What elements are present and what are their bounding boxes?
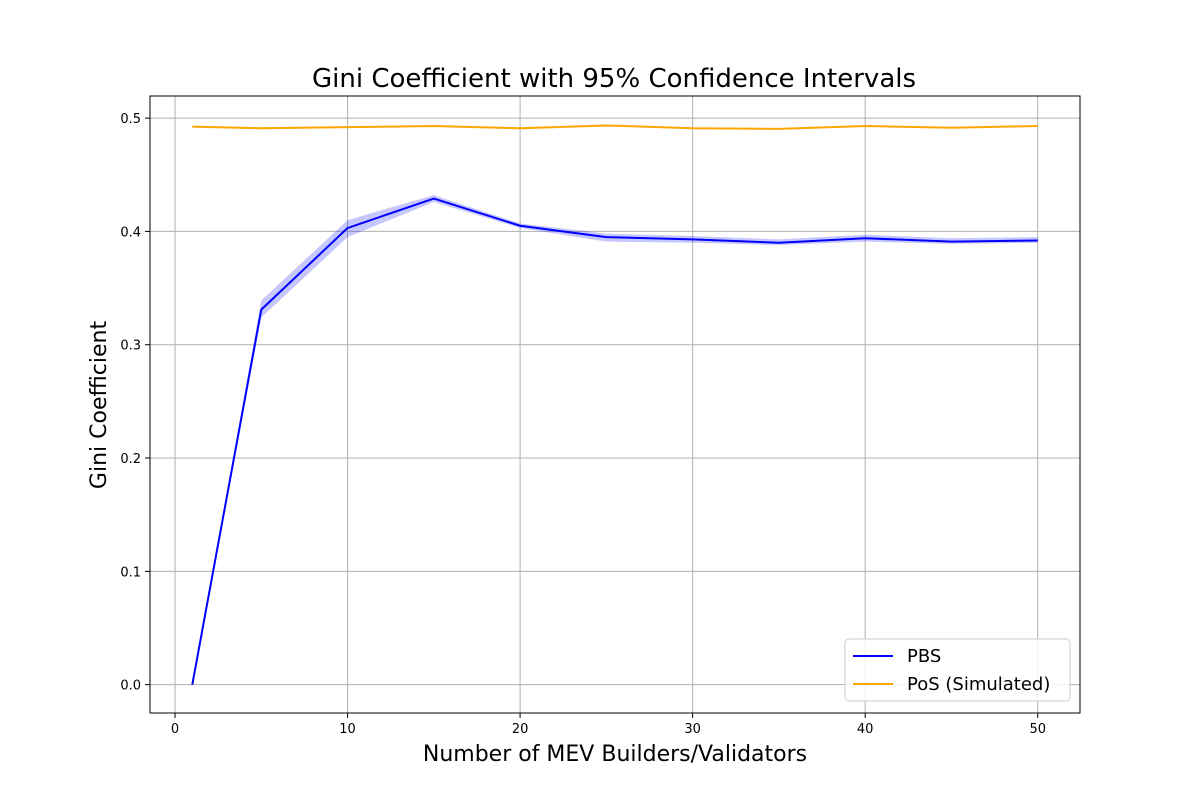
legend-entry: PBS	[907, 646, 941, 667]
y-tick-label: 0.1	[120, 565, 141, 580]
x-tick-label: 20	[512, 722, 529, 737]
x-tick-label: 30	[684, 722, 701, 737]
y-tick-label: 0.3	[120, 339, 141, 354]
plot-frame	[149, 95, 1081, 714]
y-tick-label: 0.5	[120, 112, 141, 127]
series-lines	[191, 124, 1038, 685]
y-tick-label: 0.2	[120, 452, 141, 467]
chart-title: Gini Coefficient with 95% Confidence Int…	[312, 64, 916, 94]
x-tick-label: 50	[1029, 722, 1046, 737]
y-tick-label: 0.4	[120, 225, 141, 240]
grid	[150, 96, 1080, 713]
legend: PBS PoS (Simulated)	[844, 638, 1071, 702]
series-line-1	[192, 124, 1038, 130]
legend-box	[844, 638, 1071, 702]
ci-band-0	[192, 195, 1038, 685]
x-axis-label: Number of MEV Builders/Validators	[423, 742, 807, 767]
series-line-0	[191, 197, 1038, 685]
legend-entry: PoS (Simulated)	[907, 674, 1050, 695]
y-axis-label: Gini Coefficient	[87, 321, 112, 490]
axis-ticks: 0 10 20 30 40 50 0.0 0.1 0.2 0.3 0.4 0.5	[120, 112, 1046, 737]
x-tick-label: 0	[171, 722, 179, 737]
x-tick-label: 40	[857, 722, 874, 737]
y-tick-label: 0.0	[120, 679, 141, 694]
confidence-bands	[192, 195, 1038, 685]
x-tick-label: 10	[339, 722, 356, 737]
